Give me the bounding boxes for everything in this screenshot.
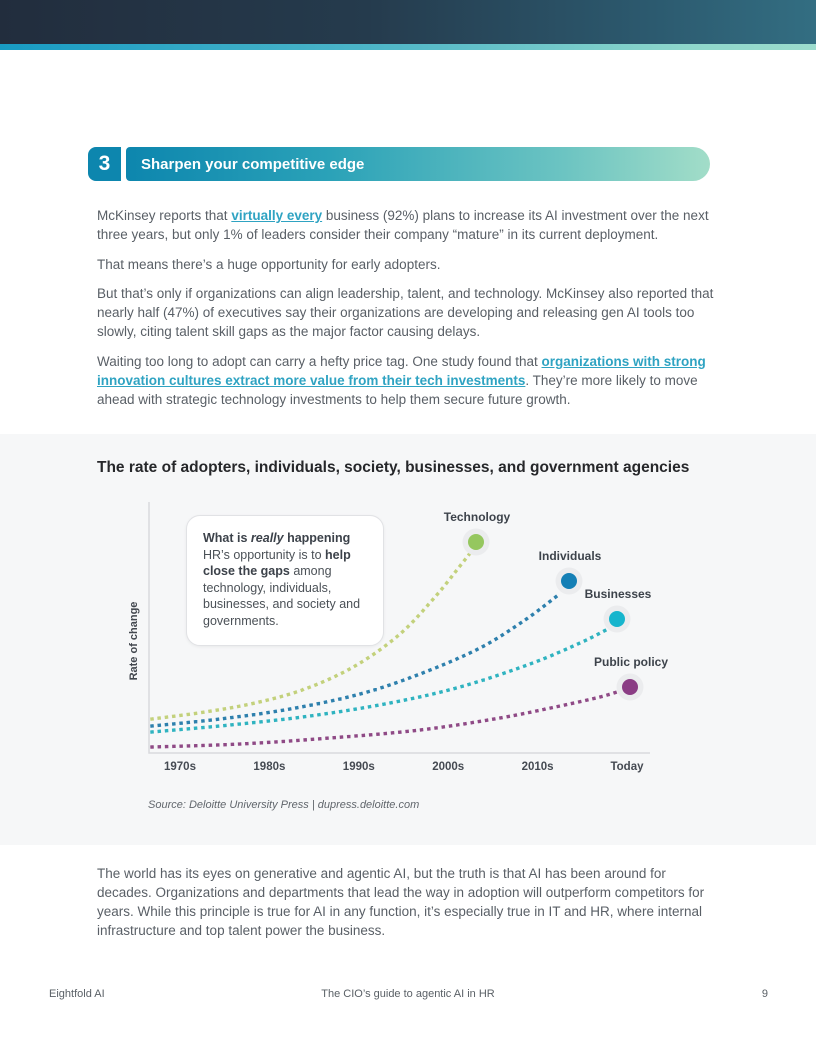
link-innovation-cultures[interactable]: organizations with strong innovation cul… [97,354,706,388]
footer-document-title: The CIO’s guide to agentic AI in HR [321,988,495,1000]
callout-body-text: among technology, individuals, businesse… [203,564,361,628]
series-label-businesses: Businesses [585,587,652,601]
paragraph-text: . They’re more likely to move ahead with… [97,373,698,407]
paragraph-mckinsey-investment: McKinsey reports that virtually every bu… [97,206,721,244]
series-label-public-policy: Public policy [594,655,668,669]
top-banner [0,0,816,44]
paragraph-alignment: But that’s only if organizations can ali… [97,286,714,339]
body-copy: McKinsey reports that virtually every bu… [97,206,721,420]
x-tick-label: 1970s [164,761,196,773]
chart-axes [148,502,650,754]
section-number-badge: 3 [88,147,121,181]
paragraph-text: business (92%) plans to increase its AI … [97,208,709,242]
paragraph-waiting-cost: Waiting too long to adopt can carry a he… [97,352,721,409]
series-endpoint-dot-individuals [561,573,577,589]
link-virtually-every[interactable]: virtually every [231,208,323,223]
paragraph-closing: The world has its eyes on generative and… [97,866,705,938]
callout-heading-emphasis: really [250,531,284,545]
adoption-rate-chart: Rate of change Technology Individuals Busi… [128,502,668,773]
footer-brand: Eightfold AI [49,988,105,1000]
series-label-technology: Technology [444,510,511,524]
top-banner-accent-stripe [0,44,816,50]
footer-page-number: 9 [761,988,768,1000]
x-tick-label: Today [610,761,644,773]
callout-body-text: HR’s opportunity is to [203,547,326,562]
series-endpoint-dot-businesses [609,611,625,627]
series-curve-technology [150,549,474,721]
x-axis-tick-labels: 1970s 1980s 1990s 2000s 2010s Today [164,761,644,773]
figure-source-citation: Source: Deloitte University Press | dupr… [148,799,420,811]
figure-title: The rate of adopters, individuals, socie… [97,459,690,476]
series-label-individuals: Individuals [539,549,602,563]
callout-heading-text: What is [203,531,251,545]
callout-heading-text: happening [283,531,351,545]
x-tick-label: 2010s [522,761,554,773]
section-header-divider [121,147,126,181]
series-curve-businesses [150,627,609,734]
paragraph-opportunity: That means there’s a huge opportunity fo… [97,257,441,272]
series-endpoint-dot-public-policy [622,679,638,695]
page-footer: The CIO’s guide to agentic AI in HR Eigh… [0,988,816,1004]
x-tick-label: 2000s [432,761,464,773]
axis-lines [148,502,650,754]
series-curve-individuals [150,593,560,728]
paragraph-text: McKinsey reports that [97,208,232,223]
figure-section: The rate of adopters, individuals, socie… [0,434,816,845]
callout-body: HR’s opportunity is to help close the ga… [203,548,360,628]
callout-body-bold: help close the gaps [203,547,351,579]
section-title: Sharpen your competitive edge [126,147,710,181]
paragraph-text: Waiting too long to adopt can carry a he… [97,354,542,369]
callout-heading: What is really happening [203,530,367,547]
callout-box: What is really happening HR’s opportunit… [186,515,384,646]
y-axis-label: Rate of change [128,602,140,681]
section-header: 3 Sharpen your competitive edge [88,147,710,181]
x-tick-label: 1990s [343,761,375,773]
chart-series-group: Technology Individuals Businesses Public po… [150,510,668,749]
series-endpoint-dot-technology [468,534,484,550]
series-curve-public-policy [150,688,623,749]
x-tick-label: 1980s [253,761,285,773]
